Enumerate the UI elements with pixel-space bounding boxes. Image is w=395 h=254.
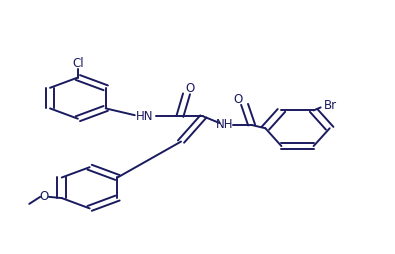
Text: NH: NH	[215, 118, 233, 132]
Text: Br: Br	[324, 99, 337, 112]
Text: O: O	[185, 82, 194, 95]
Text: O: O	[40, 190, 49, 203]
Text: HN: HN	[136, 110, 153, 123]
Text: Cl: Cl	[72, 57, 84, 70]
Text: O: O	[233, 93, 242, 106]
